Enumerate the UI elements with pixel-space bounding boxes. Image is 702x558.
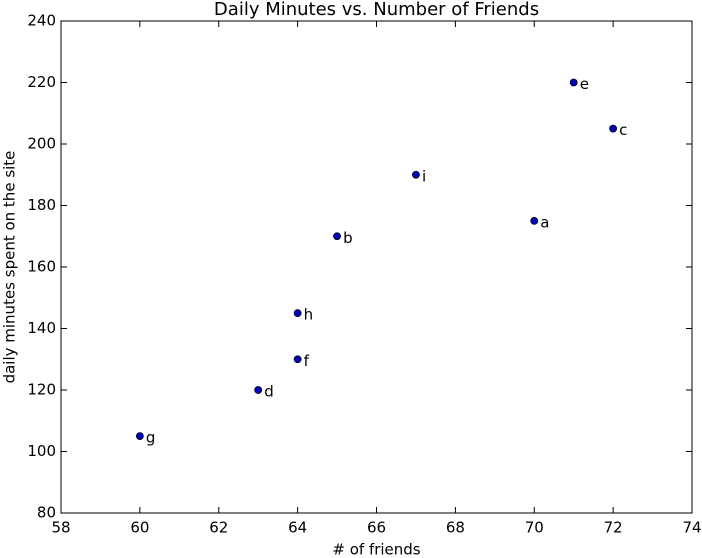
y-tick-label: 160 [27,258,56,276]
x-axis-label: # of friends [332,541,420,558]
x-tick-label: 74 [682,519,701,537]
point [569,78,578,87]
point-label: i [422,167,426,185]
point [135,432,144,441]
y-tick-label: 80 [37,504,56,522]
x-tick-label: 66 [367,519,386,537]
y-tick-label: 240 [27,12,56,30]
plot-frame [60,20,693,514]
y-tick-label: 140 [27,319,56,337]
point-label: c [619,121,627,139]
point-label: b [343,229,353,247]
x-tick-label: 68 [446,519,465,537]
chart-title: Daily Minutes vs. Number of Friends [214,0,539,20]
x-tick-label: 70 [525,519,544,537]
x-tick-label: 64 [288,519,307,537]
point [333,232,341,241]
point [293,355,302,364]
point [412,170,420,179]
y-axis-label: daily minutes spent on the site [1,151,19,384]
x-tick-label: 72 [604,519,623,537]
point-label: h [304,306,314,324]
y-tick-label: 100 [27,442,56,460]
point-label: e [580,75,589,93]
point-label: a [540,213,549,231]
point [609,124,618,133]
point [254,386,263,394]
point [530,216,539,225]
y-tick-label: 120 [27,381,56,399]
point [293,309,302,318]
y-tick-label: 180 [27,196,56,214]
x-tick-label: 62 [209,519,228,537]
point-label: g [146,429,156,447]
x-tick-label: 58 [51,519,70,537]
y-tick-label: 220 [27,73,56,91]
y-tick-label: 200 [27,135,56,153]
x-tick-label: 60 [130,519,149,537]
point-label: d [264,383,274,401]
point-label: f [304,352,310,370]
